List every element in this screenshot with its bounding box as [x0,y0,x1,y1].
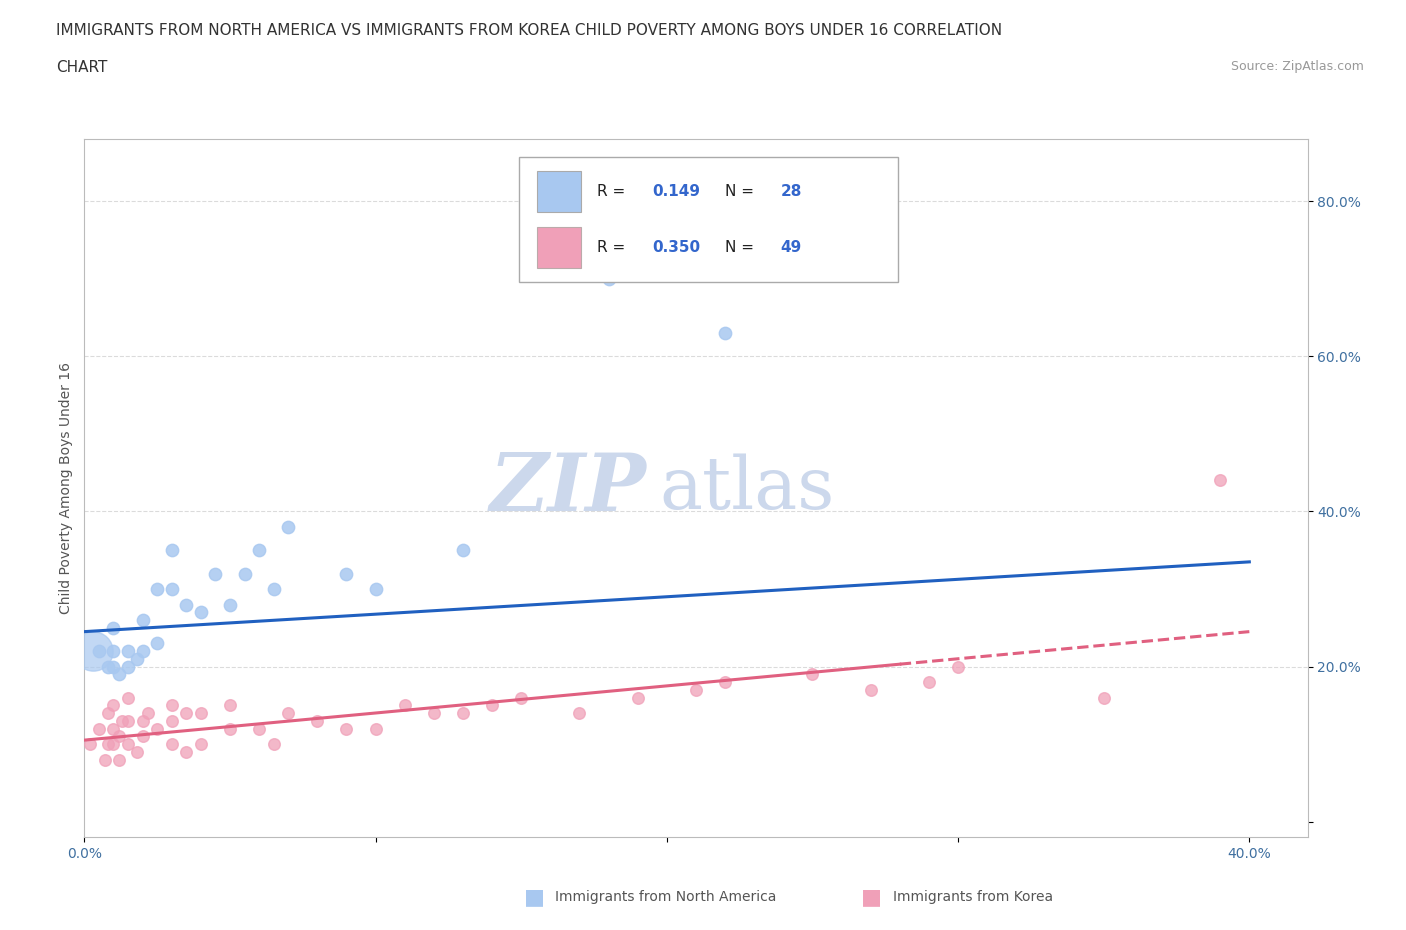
Point [219,721,242,736]
Text: 28: 28 [780,184,801,199]
Point [97,737,120,751]
Point [335,566,357,581]
Point [138,706,160,721]
Point [263,737,285,751]
Point [103,737,125,751]
Text: R =: R = [598,184,630,199]
Point [946,659,969,674]
Point [685,683,707,698]
Point [103,620,125,635]
Text: Immigrants from North America: Immigrants from North America [555,890,776,905]
Text: Immigrants from Korea: Immigrants from Korea [893,890,1053,905]
Point [117,737,139,751]
Point [174,744,197,759]
Point [335,721,357,736]
Point [233,566,256,581]
Point [111,713,134,728]
Point [190,737,212,751]
Point [103,721,125,736]
Text: 49: 49 [780,240,801,255]
Point [131,644,153,658]
Point [131,729,153,744]
Point [146,721,169,736]
Point [263,581,285,596]
Point [117,713,139,728]
Point [364,721,387,736]
Text: ■: ■ [524,887,544,908]
Text: ZIP: ZIP [491,449,647,527]
Text: R =: R = [598,240,630,255]
Point [394,698,416,712]
Point [174,597,197,612]
Text: N =: N = [725,184,759,199]
FancyBboxPatch shape [519,157,898,283]
Point [79,737,101,751]
Point [160,737,183,751]
Point [247,543,270,558]
Point [160,713,183,728]
Point [451,706,474,721]
Text: 0.149: 0.149 [652,184,700,199]
Point [627,690,650,705]
Point [481,698,503,712]
Point [82,644,104,658]
Point [364,581,387,596]
FancyBboxPatch shape [537,227,581,268]
Point [131,613,153,628]
Text: CHART: CHART [56,60,108,75]
Point [87,721,110,736]
Point [714,674,737,689]
Point [117,690,139,705]
Text: atlas: atlas [659,453,835,524]
Point [108,752,131,767]
Point [146,636,169,651]
Point [219,597,242,612]
Point [714,326,737,340]
Point [247,721,270,736]
Point [190,604,212,619]
Point [174,706,197,721]
Point [801,667,824,682]
Point [277,706,299,721]
Point [160,581,183,596]
Point [568,706,591,721]
Point [103,698,125,712]
Point [117,659,139,674]
Point [451,543,474,558]
Point [103,659,125,674]
Point [423,706,446,721]
Point [125,651,148,666]
Point [108,667,131,682]
Point [277,520,299,535]
Point [190,706,212,721]
Text: ■: ■ [862,887,882,908]
Point [307,713,329,728]
Point [859,683,882,698]
FancyBboxPatch shape [537,171,581,212]
Point [108,729,131,744]
Point [598,272,620,286]
Point [918,674,941,689]
Point [93,752,115,767]
Text: N =: N = [725,240,759,255]
Point [103,644,125,658]
Point [1092,690,1115,705]
Y-axis label: Child Poverty Among Boys Under 16: Child Poverty Among Boys Under 16 [59,363,73,614]
Point [131,713,153,728]
Point [125,744,148,759]
Text: 0.350: 0.350 [652,240,700,255]
Point [204,566,226,581]
Text: Source: ZipAtlas.com: Source: ZipAtlas.com [1230,60,1364,73]
Point [97,659,120,674]
Point [160,543,183,558]
Point [1209,473,1232,488]
Text: IMMIGRANTS FROM NORTH AMERICA VS IMMIGRANTS FROM KOREA CHILD POVERTY AMONG BOYS : IMMIGRANTS FROM NORTH AMERICA VS IMMIGRA… [56,23,1002,38]
Point [97,706,120,721]
Point [87,644,110,658]
Point [146,581,169,596]
Point [510,690,533,705]
Point [219,698,242,712]
Point [117,644,139,658]
Point [160,698,183,712]
